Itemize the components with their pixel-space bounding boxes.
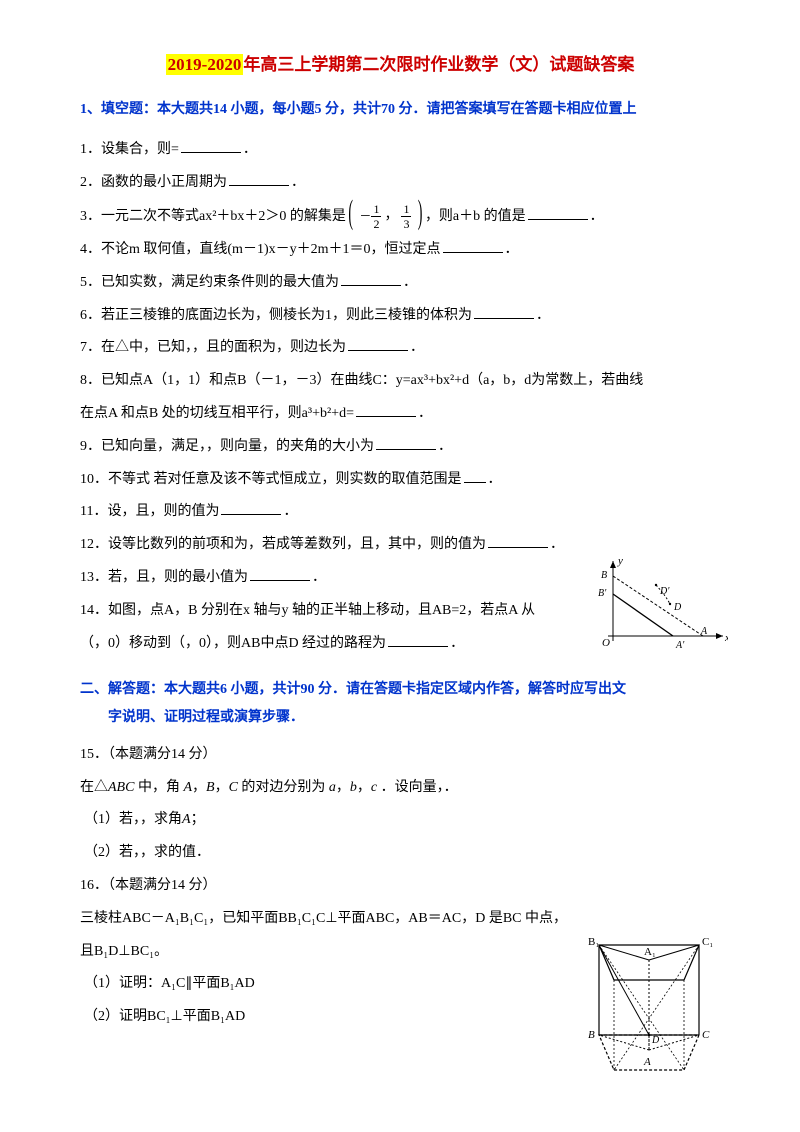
blank (464, 469, 486, 483)
comma: ， (384, 201, 398, 232)
fraction-2: 13 (401, 203, 411, 230)
q7-text: 7．在△中，已知，，且的面积为，则边长为 (80, 340, 346, 355)
fig14-D2: D (673, 602, 682, 613)
section-1-header: 1、填空题：本大题共14 小题，每小题5 分，共计70 分．请把答案填写在答题卡… (80, 99, 720, 121)
answer-15-body: 在△ABC 中，角 A，B，C 的对边分别为 a，b，c ．设向量，． (80, 773, 720, 804)
blank (488, 534, 548, 548)
q1-text: 1．设集合，则= (80, 142, 179, 157)
fig16-A: A (643, 1056, 651, 1068)
question-7: 7．在△中，已知，，且的面积为，则边长为． (80, 333, 720, 364)
question-10: 10．不等式 若对任意及该不等式恒成立，则实数的取值范围是 ． (80, 465, 720, 496)
blank (348, 337, 408, 351)
blank (229, 172, 289, 186)
question-3: 3．一元二次不等式ax²＋bx＋2＞0 的解集是 ( － 12 ， 13 ) ，… (80, 201, 720, 233)
axis-y-label: y (617, 556, 623, 567)
q14-text-a: 14．如图，点A，B 分别在x 轴与y 轴的正半轴上移动，且AB=2，若点A 从 (80, 603, 535, 618)
q10-dot: ． (488, 472, 502, 487)
a15-C: C (229, 780, 238, 795)
a15-B: B (206, 780, 215, 795)
a15c-t2: ； (191, 812, 205, 827)
q5-text: 5．已知实数，满足约束条件则的最大值为 (80, 275, 339, 290)
question-6: 6．若正三棱锥的底面边长为，侧棱长为1，则此三棱锥的体积为． (80, 301, 720, 332)
q8-text-a: 8．已知点A（1，1）和点B（－1，－3）在曲线C：y=ax³+bx²+d（a，… (80, 373, 643, 388)
a15-lb: b (350, 780, 357, 795)
fig16-C1: C₁ (702, 936, 713, 948)
blank (376, 436, 436, 450)
figure-16-prism: B₁ C₁ A₁ B C D A (584, 925, 724, 1075)
fig14-D: D' (659, 586, 670, 597)
a15-lc: c (371, 780, 377, 795)
title-highlight: 2019-2020 (166, 54, 244, 75)
blank (181, 139, 241, 153)
fig16-B1: B₁ (588, 936, 599, 948)
a15-t1: 在△ (80, 780, 108, 795)
a15c-t: （1）若，，求角 (84, 812, 182, 827)
fig14-B: B (601, 570, 607, 581)
q3-text-a: 3．一元二次不等式ax²＋bx＋2＞0 的解集是 (80, 209, 346, 224)
q14-text-b: （，0）移动到（，0），则AB中点D 经过的路程为 (80, 636, 386, 651)
q8-text-b: 在点A 和点B 处的切线互相平行，则a³+b²+d= (80, 406, 354, 421)
q10-text: 10．不等式 若对任意及该不等式恒成立，则实数的取值范围是 (80, 472, 462, 487)
q3-neg: － (359, 203, 371, 229)
fig14-B1: B' (598, 588, 607, 599)
a15-A: A (183, 780, 192, 795)
q9-text: 9．已知向量，满足，，则向量，的夹角的大小为 (80, 439, 374, 454)
a15-abc: ABC (108, 780, 134, 795)
q4-text: 4．不论m 取何值，直线(m－1)x－y＋2m＋1＝0，恒过定点 (80, 242, 441, 257)
blank (250, 567, 310, 581)
fig16-A1: A₁ (644, 946, 656, 958)
blank (388, 633, 448, 647)
fig16-B: B (588, 1029, 595, 1041)
blank (443, 239, 503, 253)
fig16-D: D (651, 1035, 660, 1046)
question-4: 4．不论m 取何值，直线(m－1)x－y＋2m＋1＝0，恒过定点． (80, 235, 720, 266)
question-8: 8．已知点A（1，1）和点B（－1，－3）在曲线C：y=ax³+bx²+d（a，… (80, 366, 720, 397)
den: 2 (371, 217, 381, 230)
fig16-C: C (702, 1029, 710, 1041)
blank (356, 403, 416, 417)
question-5: 5．已知实数，满足约束条件则的最大值为． (80, 268, 720, 299)
a15-la: a (329, 780, 336, 795)
section-2-header: 二、解答题：本大题共6 小题，共计90 分．请在答题卡指定区域内作答，解答时应写… (80, 679, 720, 701)
blank (528, 206, 588, 220)
question-9: 9．已知向量，满足，，则向量，的夹角的大小为． (80, 432, 720, 463)
title-main: 年高三上学期第二次限时作业数学（文）试题缺答案 (243, 55, 634, 74)
num: 1 (371, 203, 381, 217)
num: 1 (401, 203, 411, 217)
q11-text: 11．设，且，则的值为 (80, 504, 219, 519)
section-2-header-sub: 字说明、证明过程或演算步骤． (80, 706, 720, 726)
fig14-A: A (700, 626, 708, 637)
q13-text: 13．若，且，则的最小值为 (80, 570, 248, 585)
answer-16-head: 16．（本题满分14 分） (80, 871, 720, 902)
a15-t2: 中，角 (138, 780, 180, 795)
a15-t4: ．设向量，． (381, 780, 458, 795)
q2-text: 2．函数的最小正周期为 (80, 175, 227, 190)
a15c-A: A (182, 812, 191, 827)
q12-text: 12．设等比数列的前项和为，若成等差数列，且，其中，则的值为 (80, 537, 486, 552)
q6-text: 6．若正三棱锥的底面边长为，侧棱长为1，则此三棱锥的体积为 (80, 308, 472, 323)
blank (341, 272, 401, 286)
blank (221, 501, 281, 515)
axis-x-label: x (724, 632, 728, 644)
question-11: 11．设，且，则的值为． (80, 497, 720, 528)
blank (474, 305, 534, 319)
q3-text-b: ，则a＋b 的值是 (425, 209, 526, 224)
den: 3 (401, 217, 411, 230)
fraction-1: 12 (371, 203, 381, 230)
answer-15-head: 15．（本题满分14 分） (80, 740, 720, 771)
figure-14-graph: x y O B B' D' D A A' (598, 556, 728, 651)
question-8b: 在点A 和点B 处的切线互相平行，则a³+b²+d=． (80, 399, 720, 430)
a15-t3: 的对边分别为 (241, 780, 325, 795)
fig14-A1: A' (675, 640, 685, 651)
question-2: 2．函数的最小正周期为． (80, 168, 720, 199)
document-title: 2019-2020年高三上学期第二次限时作业数学（文）试题缺答案 (80, 50, 720, 75)
answer-15-1: （1）若，，求角A； (80, 805, 720, 836)
question-1: 1．设集合，则=． (80, 135, 720, 166)
origin-label: O (602, 637, 610, 649)
answer-15-2: （2）若，，求的值． (80, 838, 720, 869)
fraction-interval: ( － 12 ， 13 ) (351, 201, 419, 233)
